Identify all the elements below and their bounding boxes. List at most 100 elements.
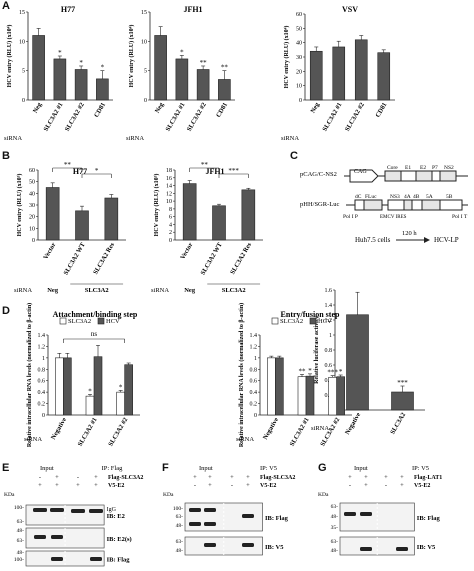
blot-band bbox=[242, 514, 254, 518]
kda-label: KDa bbox=[318, 492, 329, 498]
chart-d1: 0 0.2 0.4 0.6 0.8 1 1.2 1.4 Relative intracellul… bbox=[24, 303, 140, 448]
y-tick-label: 5 bbox=[144, 69, 147, 75]
panel-letter-a: A bbox=[2, 0, 10, 12]
y-tick-label: 60 bbox=[29, 168, 35, 174]
panel-letter-c: C bbox=[290, 150, 298, 162]
sirna-value: SLC3A2 bbox=[222, 287, 246, 294]
significance-star: * bbox=[88, 387, 92, 395]
ib-label: IB: E2 bbox=[107, 513, 125, 520]
y-axis-label: Relative luciferase activity bbox=[314, 316, 320, 384]
panel-letter-d: D bbox=[2, 305, 10, 317]
y-tick-label: 15 bbox=[19, 10, 25, 16]
sirna-value: Neg bbox=[184, 287, 196, 294]
kda-label: KDa bbox=[4, 492, 15, 498]
blot-lane-sign: + bbox=[208, 474, 212, 481]
y-tick-label: 0.2 bbox=[325, 393, 333, 399]
blot-band bbox=[204, 543, 216, 547]
blot-lane-sign: - bbox=[77, 474, 79, 481]
legend-swatch bbox=[309, 317, 317, 325]
kda-marker: 48- bbox=[331, 514, 339, 520]
y-tick-label: 0 bbox=[32, 238, 35, 244]
blot-lane-sign: + bbox=[55, 474, 59, 481]
sirna-label: siRNA bbox=[14, 287, 32, 294]
kda-marker: 100- bbox=[14, 505, 24, 511]
kda-marker: 100- bbox=[173, 506, 183, 512]
y-tick-label: 1 bbox=[42, 356, 45, 362]
sirna-label: siRNA bbox=[126, 135, 144, 142]
sig-label: * bbox=[95, 167, 99, 175]
kda-marker: 48- bbox=[331, 548, 339, 554]
kda-marker: 63- bbox=[331, 504, 339, 510]
blot-band bbox=[396, 547, 408, 551]
kda-marker: 48- bbox=[17, 528, 25, 534]
blot-input-label: Input bbox=[40, 465, 54, 472]
ib-label: IB: Flag bbox=[107, 557, 131, 564]
blot-lane-sign: + bbox=[193, 474, 197, 481]
kda-marker: 100- bbox=[14, 557, 24, 563]
legend-swatch bbox=[271, 317, 279, 325]
y-tick-label: 5 bbox=[22, 69, 25, 75]
blot-band bbox=[90, 557, 102, 561]
emcv-label: EMCV IRES bbox=[380, 215, 407, 220]
legend-label: HCV bbox=[106, 318, 120, 325]
category-label: Neg bbox=[32, 101, 44, 115]
blot-ip-label: IP: Flag bbox=[102, 465, 124, 472]
kda-marker: 35- bbox=[331, 525, 339, 531]
blot-lane-sign: + bbox=[246, 474, 250, 481]
cells-label: Huh7.5 cells bbox=[355, 236, 391, 244]
y-tick-label: 4 bbox=[169, 222, 172, 228]
blot-ip-label: IP: V5 bbox=[412, 465, 429, 472]
blot-lane-sign: - bbox=[194, 482, 196, 489]
y-tick-label: 0.4 bbox=[325, 378, 333, 384]
significance-star: *** bbox=[327, 369, 338, 377]
y-tick-label: 1.2 bbox=[325, 318, 333, 324]
kda-marker: 63- bbox=[176, 539, 184, 545]
blot-band bbox=[344, 512, 356, 516]
blot-lane-sign: + bbox=[400, 474, 404, 481]
fluc-label: FLuc bbox=[365, 194, 377, 200]
significance-star: * bbox=[58, 49, 62, 57]
kda-marker: 48- bbox=[17, 550, 25, 556]
sig-label: ** bbox=[64, 161, 72, 169]
y-tick-label: 10 bbox=[19, 39, 25, 45]
y-tick-label: 0 bbox=[169, 238, 172, 244]
panel-letter-f: F bbox=[162, 462, 169, 474]
y-tick-label: 60 bbox=[296, 12, 302, 18]
y-axis-label: HCV entry (RLU) (x10⁴) bbox=[128, 25, 135, 88]
blot-input-label: Input bbox=[199, 465, 213, 472]
y-tick-label: 0 bbox=[22, 98, 25, 104]
sig-label: ** bbox=[201, 161, 209, 169]
y-tick-label: 0.6 bbox=[38, 379, 46, 385]
5b-label: 5B bbox=[446, 194, 453, 200]
y-axis-label: HCV entry (RLU) (x10³) bbox=[153, 174, 160, 237]
construct1-label: pCAG/C-NS2 bbox=[300, 171, 337, 178]
sirna-value: Neg bbox=[47, 287, 59, 294]
y-tick-label: 0 bbox=[299, 98, 302, 104]
blot-lane-sign: + bbox=[76, 482, 80, 489]
blot-band bbox=[189, 508, 201, 512]
4b-label: 4B bbox=[413, 194, 420, 200]
blot-band bbox=[51, 557, 63, 561]
y-tick-label: 1.2 bbox=[38, 344, 46, 350]
y-tick-label: 20 bbox=[29, 215, 35, 221]
ib-label: IB: E2(s) bbox=[107, 536, 132, 543]
sirna-label: siRNA bbox=[24, 436, 42, 443]
ib-label: IB: Flag bbox=[417, 515, 441, 522]
blot-band bbox=[50, 508, 64, 512]
y-tick-label: 15 bbox=[141, 10, 147, 16]
significance-star: * bbox=[101, 64, 105, 72]
y-tick-label: 1 bbox=[329, 333, 332, 339]
y-tick-label: 10 bbox=[29, 226, 35, 232]
chart-title: H77 bbox=[73, 167, 87, 176]
5a-label: 5A bbox=[426, 194, 433, 200]
construct2-label: pHH/SGR-Luc bbox=[300, 201, 339, 208]
legend-label: SLC3A2 bbox=[68, 318, 91, 325]
y-tick-label: 1 bbox=[254, 356, 257, 362]
time-label: 120 h bbox=[402, 230, 417, 237]
sirna-label: siRNA bbox=[281, 135, 299, 142]
significance-star: ** bbox=[299, 367, 307, 375]
blot-ip-label: IP: V5 bbox=[260, 465, 277, 472]
kda-marker: 48- bbox=[176, 548, 184, 554]
